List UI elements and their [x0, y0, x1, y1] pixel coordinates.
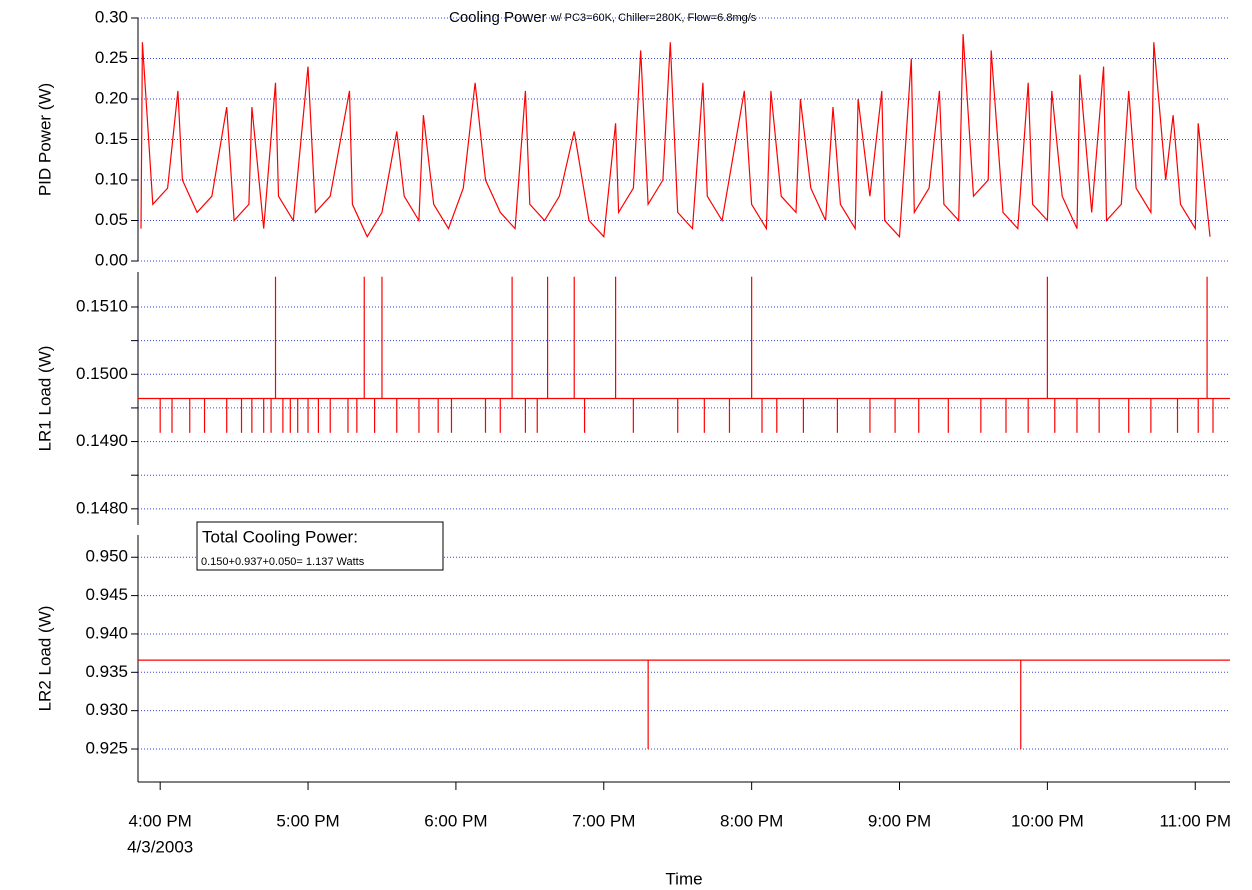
x-tick-label: 5:00 PM: [276, 811, 339, 830]
y-tick-label: 0.20: [95, 88, 128, 107]
y-axis-label: LR1 Load (W): [35, 346, 54, 452]
y-tick-label: 0.945: [85, 585, 128, 604]
annotation-title: Total Cooling Power:: [202, 527, 358, 546]
y-tick-label: 0.1490: [76, 431, 128, 450]
y-tick-label: 0.1510: [76, 296, 128, 315]
annotation-text: 0.150+0.937+0.050= 1.137 Watts: [201, 556, 365, 568]
y-axis-label: PID Power (W): [35, 83, 54, 196]
y-tick-label: 0.940: [85, 623, 128, 642]
y-tick-label: 0.15: [95, 129, 128, 148]
annotation-box: [196, 521, 444, 571]
x-axis-label: Time: [665, 869, 702, 888]
y-tick-label: 0.05: [95, 210, 128, 229]
y-tick-label: 0.10: [95, 169, 128, 188]
x-tick-label: 11:00 PM: [1159, 811, 1231, 830]
y-tick-label: 0.00: [95, 250, 128, 269]
x-tick-label: 9:00 PM: [868, 811, 931, 830]
y-tick-label: 0.930: [85, 700, 128, 719]
y-tick-label: 0.1480: [76, 498, 128, 517]
chart-subtitle: w/ PC3=60K, Chiller=280K, Flow=6.8mg/s: [550, 12, 757, 24]
y-tick-label: 0.935: [85, 662, 128, 681]
x-tick-label: 10:00 PM: [1011, 811, 1084, 830]
chart-title-line: Cooling Power w/ PC3=60K, Chiller=280K, F…: [449, 9, 757, 26]
y-tick-label: 0.925: [85, 738, 128, 757]
x-tick-label: 6:00 PM: [424, 811, 487, 830]
chart-title: Cooling Power: [449, 9, 547, 26]
x-date-label: 4/3/2003: [127, 837, 193, 856]
y-tick-label: 0.30: [95, 7, 128, 26]
x-tick-label: 7:00 PM: [572, 811, 635, 830]
y-tick-label: 0.25: [95, 48, 128, 67]
data-line: [140, 34, 1211, 239]
x-tick-label: 4:00 PM: [129, 811, 192, 830]
y-tick-label: 0.1500: [76, 364, 128, 383]
y-tick-label: 0.950: [85, 547, 128, 566]
x-tick-label: 8:00 PM: [720, 811, 783, 830]
y-axis-label: LR2 Load (W): [35, 606, 54, 712]
